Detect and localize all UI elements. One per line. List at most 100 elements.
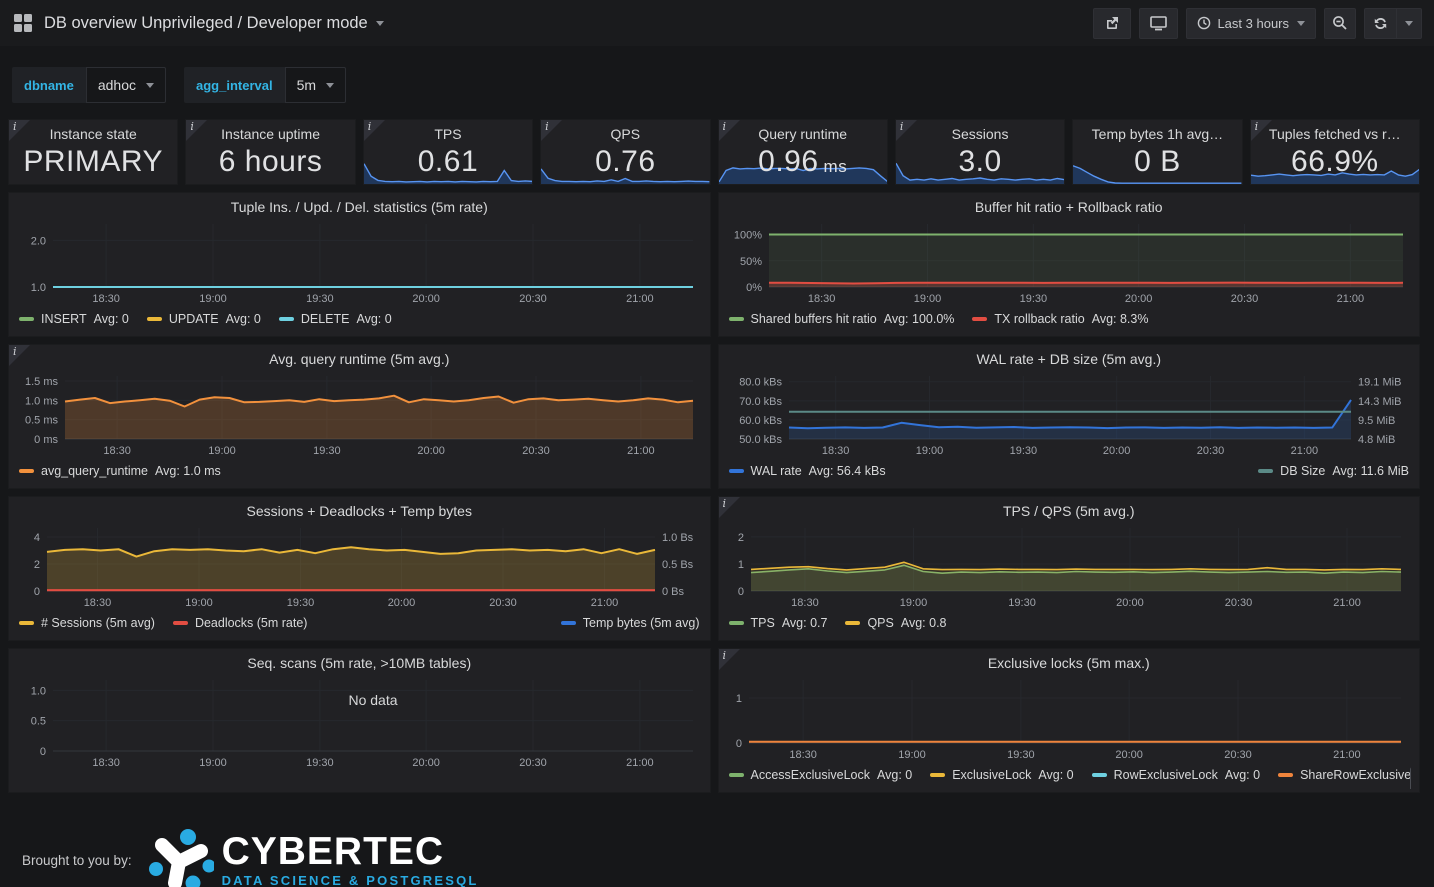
share-button[interactable] bbox=[1093, 7, 1132, 39]
seq-scans-chart[interactable]: 18:30 19:00 19:30 20:00 20:30 21:00 0 0.5 1.0 No … bbox=[17, 673, 703, 773]
title-caret-icon[interactable] bbox=[375, 20, 384, 26]
legend-swatch bbox=[19, 317, 34, 321]
legend-scrollbar[interactable] bbox=[1410, 767, 1411, 789]
stat-title[interactable]: Temp bytes 1h avg… bbox=[1091, 126, 1224, 142]
buffer-hit-chart[interactable]: 18:30 19:00 19:30 20:00 20:30 21:00 0% 50% 100% bbox=[727, 217, 1413, 309]
svg-text:20:30: 20:30 bbox=[519, 757, 547, 769]
cybertec-logo[interactable]: CYBERTEC DATA SCIENCE & POSTGRESQL bbox=[148, 828, 479, 887]
legend-item[interactable]: # Sessions (5m avg) bbox=[19, 616, 155, 630]
stat-title[interactable]: Tuples fetched vs r… bbox=[1268, 126, 1401, 142]
legend-label: Temp bytes (5m avg) bbox=[582, 616, 700, 630]
tps-qps-legend: TPS Avg: 0.7 QPS Avg: 0.8 bbox=[727, 613, 1412, 633]
panel-title[interactable]: Tuple Ins. / Upd. / Del. statistics (5m … bbox=[230, 199, 488, 215]
panel-title[interactable]: WAL rate + DB size (5m avg.) bbox=[976, 351, 1161, 367]
svg-text:21:00: 21:00 bbox=[626, 757, 654, 769]
legend-item[interactable]: UPDATE Avg: 0 bbox=[146, 312, 261, 326]
svg-text:1: 1 bbox=[737, 559, 743, 571]
zoom-out-button[interactable] bbox=[1324, 7, 1356, 39]
query-runtime-chart[interactable]: 18:30 19:00 19:30 20:00 20:30 21:00 0 ms 0.5 ms… bbox=[17, 369, 703, 461]
panel-title[interactable]: Avg. query runtime (5m avg.) bbox=[269, 351, 450, 367]
legend-item[interactable]: TPS Avg: 0.7 bbox=[728, 616, 828, 630]
panel-info-icon[interactable]: i bbox=[541, 120, 563, 141]
legend-item[interactable]: WAL rate Avg: 56.4 kBs bbox=[728, 464, 886, 478]
variable-agg-interval[interactable]: agg_interval 5m bbox=[184, 67, 347, 103]
dbname-caret-icon bbox=[146, 82, 154, 88]
tps-qps-chart[interactable]: 18:30 19:00 19:30 20:00 20:30 21:00 0 1 2 bbox=[727, 521, 1413, 613]
legend-item[interactable]: Shared buffers hit ratio Avg: 100.0% bbox=[728, 312, 954, 326]
svg-text:0.5 ms: 0.5 ms bbox=[25, 415, 59, 427]
tuple-stats-chart[interactable]: 18:30 19:00 19:30 20:00 20:30 21:00 1.0 2.0 bbox=[17, 217, 703, 309]
exclusive-locks-chart[interactable]: 18:30 19:00 19:30 20:00 20:30 21:00 0 1 bbox=[727, 673, 1413, 765]
cycle-view-button[interactable] bbox=[1139, 7, 1179, 39]
panel-info-icon[interactable]: i bbox=[718, 120, 740, 141]
panel-info-icon[interactable]: i bbox=[718, 497, 740, 518]
dashboard-title[interactable]: DB overview Unprivileged / Developer mod… bbox=[44, 13, 368, 32]
panel-info-icon[interactable]: i bbox=[9, 345, 30, 366]
legend-item[interactable]: Deadlocks (5m rate) bbox=[172, 616, 307, 630]
panel-info-icon[interactable]: i bbox=[9, 120, 30, 141]
legend-row: avg_query_runtime Avg: 1.0 ms bbox=[19, 461, 700, 481]
variable-dbname-value[interactable]: adhoc bbox=[85, 67, 166, 103]
panel-info-icon[interactable]: i bbox=[718, 649, 740, 670]
panel-title[interactable]: TPS / QPS (5m avg.) bbox=[1003, 503, 1135, 519]
svg-text:4: 4 bbox=[34, 532, 40, 544]
legend-avg: Avg: 0 bbox=[877, 768, 913, 782]
variable-dbname[interactable]: dbname adhoc bbox=[12, 67, 166, 103]
svg-text:19:30: 19:30 bbox=[306, 757, 334, 769]
legend-item[interactable]: AccessExclusiveLock Avg: 0 bbox=[728, 768, 913, 782]
svg-text:21:00: 21:00 bbox=[627, 445, 655, 457]
refresh-interval-dropdown[interactable] bbox=[1396, 7, 1422, 39]
panel-title[interactable]: Sessions + Deadlocks + Temp bytes bbox=[246, 503, 472, 519]
legend-swatch bbox=[1278, 773, 1294, 777]
svg-text:20:00: 20:00 bbox=[388, 597, 416, 609]
stat-title[interactable]: QPS bbox=[610, 126, 641, 142]
navbar: DB overview Unprivileged / Developer mod… bbox=[0, 0, 1434, 46]
stat-title[interactable]: Sessions bbox=[951, 126, 1009, 142]
stat-title[interactable]: Instance uptime bbox=[221, 126, 320, 142]
legend-avg: Avg: 8.3% bbox=[1091, 312, 1149, 326]
legend-label: RowExclusiveLock bbox=[1113, 768, 1218, 782]
legend-item[interactable]: ShareRowExclusiveLockAvg: 0 bbox=[1278, 768, 1411, 782]
svg-text:18:30: 18:30 bbox=[84, 597, 112, 609]
legend-swatch bbox=[1258, 469, 1274, 473]
panel-info-icon[interactable]: i bbox=[363, 120, 385, 141]
refresh-button[interactable] bbox=[1364, 7, 1396, 39]
panel-title[interactable]: Buffer hit ratio + Rollback ratio bbox=[974, 199, 1163, 215]
panel-title[interactable]: Exclusive locks (5m max.) bbox=[987, 655, 1150, 671]
panel-info-icon[interactable]: i bbox=[895, 120, 917, 141]
legend-item[interactable]: RowExclusiveLock Avg: 0 bbox=[1091, 768, 1260, 782]
stat-title[interactable]: TPS bbox=[434, 126, 462, 142]
stat-panel-3: i QPS 0.76 bbox=[540, 119, 711, 185]
legend-item[interactable]: QPS Avg: 0.8 bbox=[845, 616, 947, 630]
legend-item[interactable]: TX rollback ratio Avg: 8.3% bbox=[972, 312, 1148, 326]
svg-text:20:00: 20:00 bbox=[1115, 749, 1143, 761]
panel-info-icon[interactable]: i bbox=[1250, 120, 1272, 141]
time-range-picker[interactable]: Last 3 hours bbox=[1186, 7, 1316, 39]
sessions-chart[interactable]: 18:30 19:00 19:30 20:00 20:30 21:00 0 2 4 0 Bs 0.5… bbox=[17, 521, 703, 613]
legend-item[interactable]: DELETE Avg: 0 bbox=[278, 312, 392, 326]
svg-text:20:30: 20:30 bbox=[1224, 597, 1252, 609]
legend-avg: Avg: 0.7 bbox=[781, 616, 828, 630]
dashboards-grid-icon[interactable] bbox=[14, 14, 32, 32]
legend-item[interactable]: ExclusiveLock Avg: 0 bbox=[930, 768, 1074, 782]
time-range-label: Last 3 hours bbox=[1217, 15, 1289, 31]
legend-label: INSERT bbox=[41, 312, 87, 326]
wal-rate-chart[interactable]: 18:30 19:00 19:30 20:00 20:30 21:00 50.0 kBs 60… bbox=[727, 369, 1413, 461]
legend-item[interactable]: avg_query_runtime Avg: 1.0 ms bbox=[19, 464, 221, 478]
svg-text:1: 1 bbox=[735, 693, 741, 705]
panel-info-icon[interactable]: i bbox=[186, 120, 208, 141]
stat-title[interactable]: Instance state bbox=[49, 126, 137, 142]
legend-item[interactable]: DB Size Avg: 11.6 MiB bbox=[1258, 464, 1409, 478]
svg-text:18:30: 18:30 bbox=[807, 293, 835, 305]
svg-text:18:30: 18:30 bbox=[92, 293, 120, 305]
stat-title[interactable]: Query runtime bbox=[758, 126, 848, 142]
legend-item[interactable]: ShareUpdateExclusiveLock Avg: 0 bbox=[729, 788, 946, 789]
svg-text:19:30: 19:30 bbox=[287, 597, 315, 609]
panel-title[interactable]: Seq. scans (5m rate, >10MB tables) bbox=[247, 655, 472, 671]
variable-agg-interval-value[interactable]: 5m bbox=[284, 67, 347, 103]
legend-item[interactable]: Temp bytes (5m avg) bbox=[560, 616, 700, 630]
legend-label: WAL rate bbox=[750, 464, 802, 478]
legend-item[interactable]: INSERT Avg: 0 bbox=[19, 312, 129, 326]
chart-row-2: i Avg. query runtime (5m avg.) 18:30 19:0… bbox=[0, 344, 1434, 489]
legend-label: avg_query_runtime bbox=[41, 464, 149, 478]
